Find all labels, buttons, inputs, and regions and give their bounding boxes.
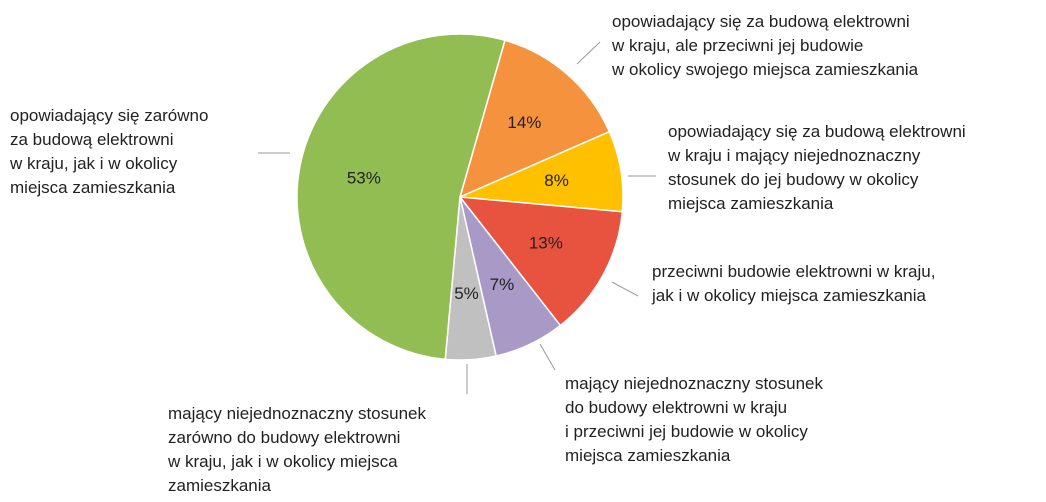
- value-label: 13%: [529, 233, 563, 252]
- leader-line: [576, 41, 601, 65]
- value-label: 5%: [454, 284, 479, 303]
- category-label: opowiadający się za budową elektrowni w …: [668, 122, 966, 213]
- value-label: 8%: [544, 171, 569, 190]
- pie-slice: [458, 196, 624, 327]
- category-label: opowiadający się zarówno za budową elekt…: [10, 106, 209, 197]
- category-label: mający niejednoznaczny stosunek zarówno …: [168, 404, 426, 495]
- value-label: 7%: [490, 275, 515, 294]
- value-label: 53%: [347, 168, 381, 187]
- leader-line: [611, 281, 639, 297]
- category-label: mający niejednoznaczny stosunek do budow…: [565, 374, 823, 465]
- value-label: 14%: [507, 113, 541, 132]
- leader-line: [539, 343, 556, 371]
- category-label: przeciwni budowie elektrowni w kraju, ja…: [652, 262, 936, 305]
- category-label: opowiadający się za budową elektrowni w …: [612, 12, 919, 79]
- pie-slice: [296, 33, 506, 361]
- pie-slice: [458, 39, 611, 199]
